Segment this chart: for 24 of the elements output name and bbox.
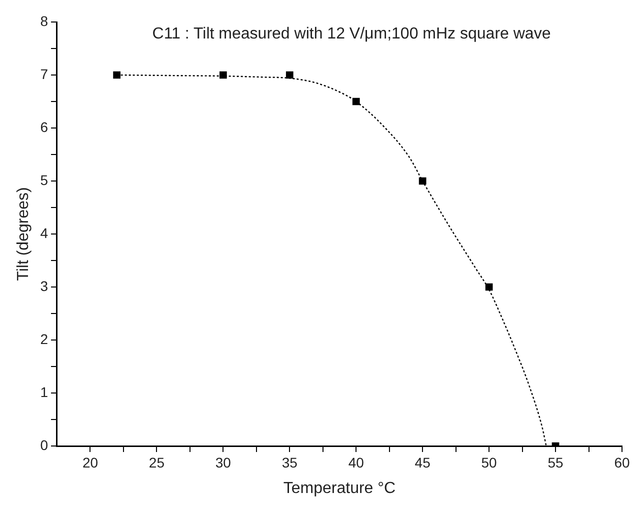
x-tick-label: 50 bbox=[481, 454, 498, 470]
y-tick-label: 6 bbox=[40, 118, 48, 135]
point bbox=[286, 71, 294, 79]
y-tick-label: 8 bbox=[40, 12, 48, 29]
y-tick-label: 2 bbox=[40, 330, 48, 347]
x-axis-title: Temperature °C bbox=[283, 480, 396, 497]
y-tick-label: 7 bbox=[40, 66, 48, 82]
y-tick-label: 3 bbox=[40, 278, 48, 294]
x-tick-label: 45 bbox=[414, 454, 431, 470]
y-tick-label: 4 bbox=[40, 224, 48, 241]
point bbox=[113, 71, 120, 79]
y-tick-label: 5 bbox=[40, 172, 48, 188]
x-tick-label: 55 bbox=[548, 454, 564, 470]
x-tick-label: 40 bbox=[348, 454, 364, 470]
x-tick-label: 25 bbox=[148, 454, 165, 470]
x-tick-label: 30 bbox=[215, 454, 232, 470]
x-tick-label: 35 bbox=[282, 454, 298, 470]
x-tick-label: 20 bbox=[82, 454, 98, 470]
x-tick-label: 60 bbox=[614, 454, 630, 470]
y-tick-label: 0 bbox=[40, 436, 48, 453]
chart-title: C11 : Tilt measured with 12 V/μm;100 mHz square wave bbox=[152, 25, 551, 42]
y-axis-title: Tilt (degrees) bbox=[15, 187, 32, 281]
y-tick-label: 1 bbox=[40, 384, 48, 400]
point bbox=[219, 71, 227, 79]
